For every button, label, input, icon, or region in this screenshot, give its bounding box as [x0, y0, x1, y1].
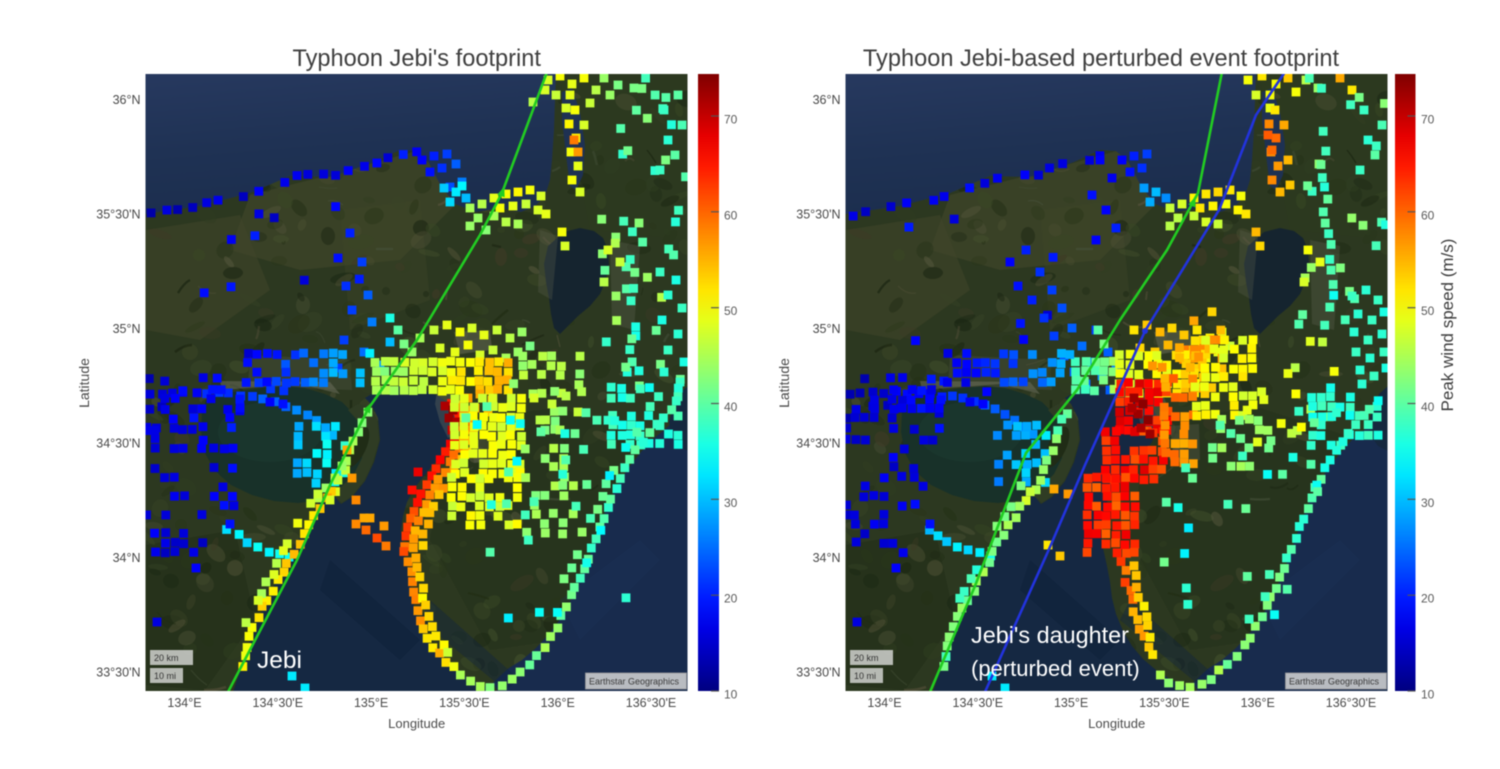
svg-text:34°N: 34°N — [813, 551, 841, 565]
svg-text:136°E: 136°E — [1241, 696, 1275, 710]
svg-text:34°30'N: 34°30'N — [96, 437, 140, 451]
svg-text:40: 40 — [1421, 400, 1435, 414]
svg-text:20: 20 — [1421, 592, 1435, 606]
svg-text:Longitude: Longitude — [1088, 716, 1145, 731]
svg-text:Latitude: Latitude — [76, 358, 92, 408]
svg-text:Peak wind speed (m/s): Peak wind speed (m/s) — [1438, 239, 1457, 412]
svg-text:134°E: 134°E — [867, 696, 901, 710]
svg-text:134°30'E: 134°30'E — [953, 696, 1003, 710]
svg-text:50: 50 — [724, 304, 738, 318]
svg-text:136°E: 136°E — [541, 696, 575, 710]
svg-text:30: 30 — [724, 496, 738, 510]
svg-text:33°30'N: 33°30'N — [796, 666, 840, 680]
svg-text:60: 60 — [1421, 208, 1435, 222]
svg-text:Jebi's daughter: Jebi's daughter — [971, 622, 1129, 648]
svg-text:33°30'N: 33°30'N — [96, 666, 140, 680]
svg-text:Jebi: Jebi — [257, 647, 302, 674]
svg-text:70: 70 — [1421, 113, 1435, 127]
svg-text:10 mi: 10 mi — [854, 671, 876, 681]
svg-text:Typhoon Jebi-based perturbed e: Typhoon Jebi-based perturbed event footp… — [863, 46, 1340, 72]
svg-text:35°30'N: 35°30'N — [796, 208, 840, 222]
svg-text:35°N: 35°N — [113, 322, 141, 336]
svg-text:36°N: 36°N — [113, 93, 141, 107]
svg-text:10 mi: 10 mi — [154, 671, 176, 681]
svg-text:10: 10 — [1421, 688, 1435, 702]
svg-text:10: 10 — [724, 688, 738, 702]
svg-text:35°N: 35°N — [813, 322, 841, 336]
svg-text:30: 30 — [1421, 496, 1435, 510]
svg-text:135°30'E: 135°30'E — [439, 696, 489, 710]
svg-text:36°N: 36°N — [813, 93, 841, 107]
svg-text:60: 60 — [724, 208, 738, 222]
svg-text:134°E: 134°E — [167, 696, 201, 710]
svg-text:136°30'E: 136°30'E — [1326, 696, 1376, 710]
svg-text:35°30'N: 35°30'N — [96, 208, 140, 222]
svg-text:136°30'E: 136°30'E — [626, 696, 676, 710]
svg-text:40: 40 — [724, 400, 738, 414]
svg-text:Longitude: Longitude — [388, 716, 445, 731]
svg-text:Earthstar Geographics: Earthstar Geographics — [1289, 677, 1380, 687]
svg-text:20: 20 — [724, 592, 738, 606]
svg-text:134°30'E: 134°30'E — [253, 696, 303, 710]
svg-text:Typhoon Jebi's footprint: Typhoon Jebi's footprint — [292, 46, 541, 72]
svg-text:135°E: 135°E — [354, 696, 388, 710]
svg-text:20 km: 20 km — [854, 653, 879, 663]
svg-text:135°E: 135°E — [1054, 696, 1088, 710]
svg-text:50: 50 — [1421, 304, 1435, 318]
svg-text:70: 70 — [724, 113, 738, 127]
svg-text:135°30'E: 135°30'E — [1139, 696, 1189, 710]
svg-text:(perturbed event): (perturbed event) — [971, 656, 1140, 681]
svg-text:Latitude: Latitude — [776, 358, 792, 408]
svg-text:34°30'N: 34°30'N — [796, 437, 840, 451]
svg-text:20 km: 20 km — [154, 653, 179, 663]
svg-text:34°N: 34°N — [113, 551, 141, 565]
svg-text:Earthstar Geographics: Earthstar Geographics — [589, 677, 680, 687]
